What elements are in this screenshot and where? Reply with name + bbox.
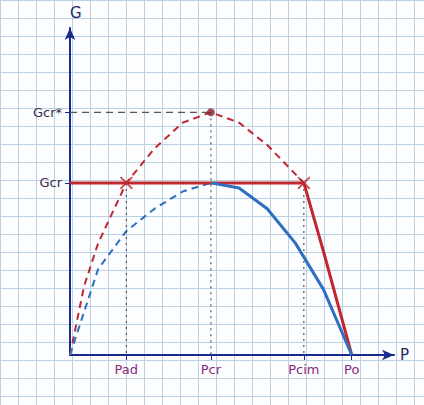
svg-text:Pcim: Pcim	[288, 362, 319, 377]
svg-text:G: G	[70, 4, 82, 22]
svg-text:Pad: Pad	[115, 362, 138, 377]
svg-text:Gcr*: Gcr*	[33, 105, 63, 120]
svg-text:Po: Po	[344, 362, 359, 377]
svg-text:Gcr: Gcr	[39, 175, 62, 190]
svg-text:P: P	[400, 346, 409, 364]
svg-text:Pcr: Pcr	[201, 362, 222, 377]
